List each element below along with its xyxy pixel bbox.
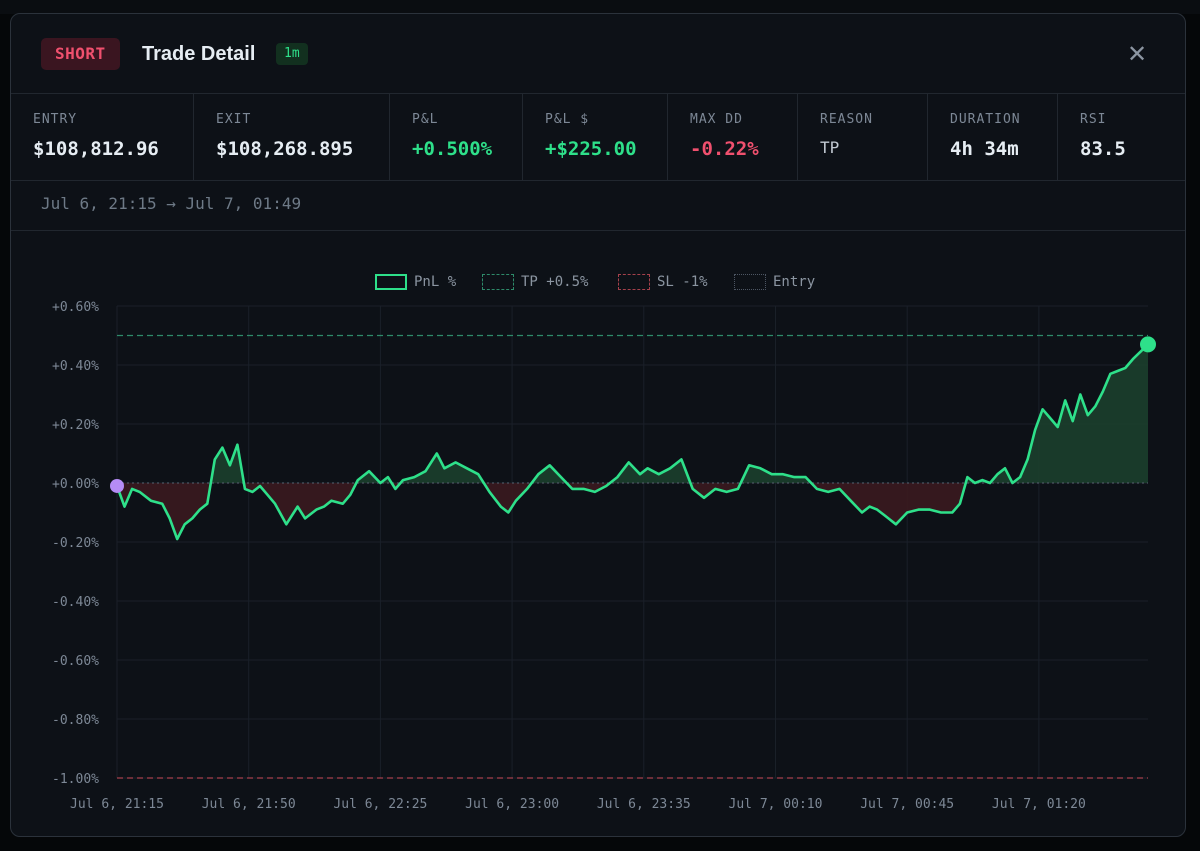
- stat-entry: ENTRY $108,812.96: [11, 94, 194, 180]
- x-tick-label: Jul 6, 23:35: [597, 797, 691, 812]
- stats-row: ENTRY $108,812.96 EXIT $108,268.895 P&L …: [11, 94, 1185, 181]
- x-tick-label: Jul 7, 00:45: [860, 797, 954, 812]
- time-range: Jul 6, 21:15 → Jul 7, 01:49: [41, 194, 302, 213]
- chart-legend: PnL % TP +0.5% SL -1% Entry: [11, 270, 1185, 294]
- stat-duration: DURATION 4h 34m: [928, 94, 1058, 180]
- stat-label: DURATION: [950, 112, 1021, 127]
- stat-value: 83.5: [1080, 138, 1126, 160]
- stat-value: 4h 34m: [950, 138, 1019, 160]
- y-tick-label: -0.60%: [52, 654, 99, 669]
- stat-label: ENTRY: [33, 112, 78, 127]
- stat-pnl-pct: P&L +0.500%: [390, 94, 523, 180]
- x-tick-label: Jul 6, 23:00: [465, 797, 559, 812]
- y-tick-label: +0.00%: [52, 477, 99, 492]
- stat-value: TP: [820, 138, 840, 157]
- stat-label: MAX DD: [690, 112, 743, 127]
- stat-value: $108,268.895: [216, 138, 354, 160]
- y-tick-label: +0.40%: [52, 359, 99, 374]
- legend-label: TP +0.5%: [521, 274, 589, 290]
- modal-header: SHORT Trade Detail 1m ✕: [11, 14, 1185, 94]
- stat-pnl-usd: P&L $ +$225.00: [523, 94, 668, 180]
- timeframe-badge: 1m: [276, 43, 308, 65]
- legend-swatch: [734, 274, 766, 290]
- divider: [11, 230, 1185, 231]
- stat-label: REASON: [820, 112, 873, 127]
- legend-item-tp[interactable]: TP +0.5%: [482, 270, 588, 294]
- stat-max-dd: MAX DD -0.22%: [668, 94, 798, 180]
- legend-item-pnl[interactable]: PnL %: [375, 270, 456, 294]
- stat-label: EXIT: [216, 112, 252, 127]
- trade-detail-modal: SHORT Trade Detail 1m ✕ ENTRY $108,812.9…: [10, 13, 1186, 837]
- stat-label: RSI: [1080, 112, 1107, 127]
- legend-swatch: [482, 274, 514, 290]
- pnl-line: [115, 343, 1150, 541]
- stat-rsi: RSI 83.5: [1058, 94, 1185, 180]
- legend-label: SL -1%: [657, 274, 708, 290]
- loss-area: [117, 483, 1148, 540]
- legend-swatch: [618, 274, 650, 290]
- legend-label: PnL %: [414, 274, 457, 290]
- profit-area: [117, 344, 1148, 483]
- x-tick-label: Jul 7, 01:20: [992, 797, 1086, 812]
- stat-label: P&L $: [545, 112, 590, 127]
- legend-swatch: [375, 274, 407, 290]
- stat-value: +$225.00: [545, 138, 637, 160]
- legend-label: Entry: [773, 274, 816, 290]
- entry-marker: [110, 478, 124, 493]
- pnl-chart: +0.60% +0.40% +0.20% +0.00% -0.20% -0.40% -0.6…: [52, 300, 1156, 812]
- background-strip: [0, 0, 1200, 14]
- x-tick-label: Jul 6, 22:25: [333, 797, 427, 812]
- legend-item-entry[interactable]: Entry: [734, 270, 815, 294]
- y-tick-label: +0.20%: [52, 418, 99, 433]
- stat-exit: EXIT $108,268.895: [194, 94, 390, 180]
- stat-value: -0.22%: [690, 138, 759, 160]
- y-tick-label: +0.60%: [52, 300, 99, 315]
- stat-value: $108,812.96: [33, 138, 159, 160]
- y-tick-label: -0.40%: [52, 595, 99, 610]
- modal-title: Trade Detail: [142, 43, 256, 65]
- y-tick-label: -1.00%: [52, 772, 99, 787]
- x-tick-label: Jul 6, 21:15: [70, 797, 164, 812]
- stat-label: P&L: [412, 112, 439, 127]
- side-badge: SHORT: [41, 38, 120, 70]
- y-tick-label: -0.20%: [52, 536, 99, 551]
- stat-value: +0.500%: [412, 138, 493, 160]
- legend-item-sl[interactable]: SL -1%: [618, 270, 708, 294]
- x-tick-label: Jul 7, 00:10: [729, 797, 823, 812]
- y-tick-label: -0.80%: [52, 713, 99, 728]
- exit-marker: [1140, 336, 1156, 353]
- x-tick-label: Jul 6, 21:50: [202, 797, 296, 812]
- stat-reason: REASON TP: [798, 94, 928, 180]
- close-icon[interactable]: ✕: [1126, 40, 1148, 68]
